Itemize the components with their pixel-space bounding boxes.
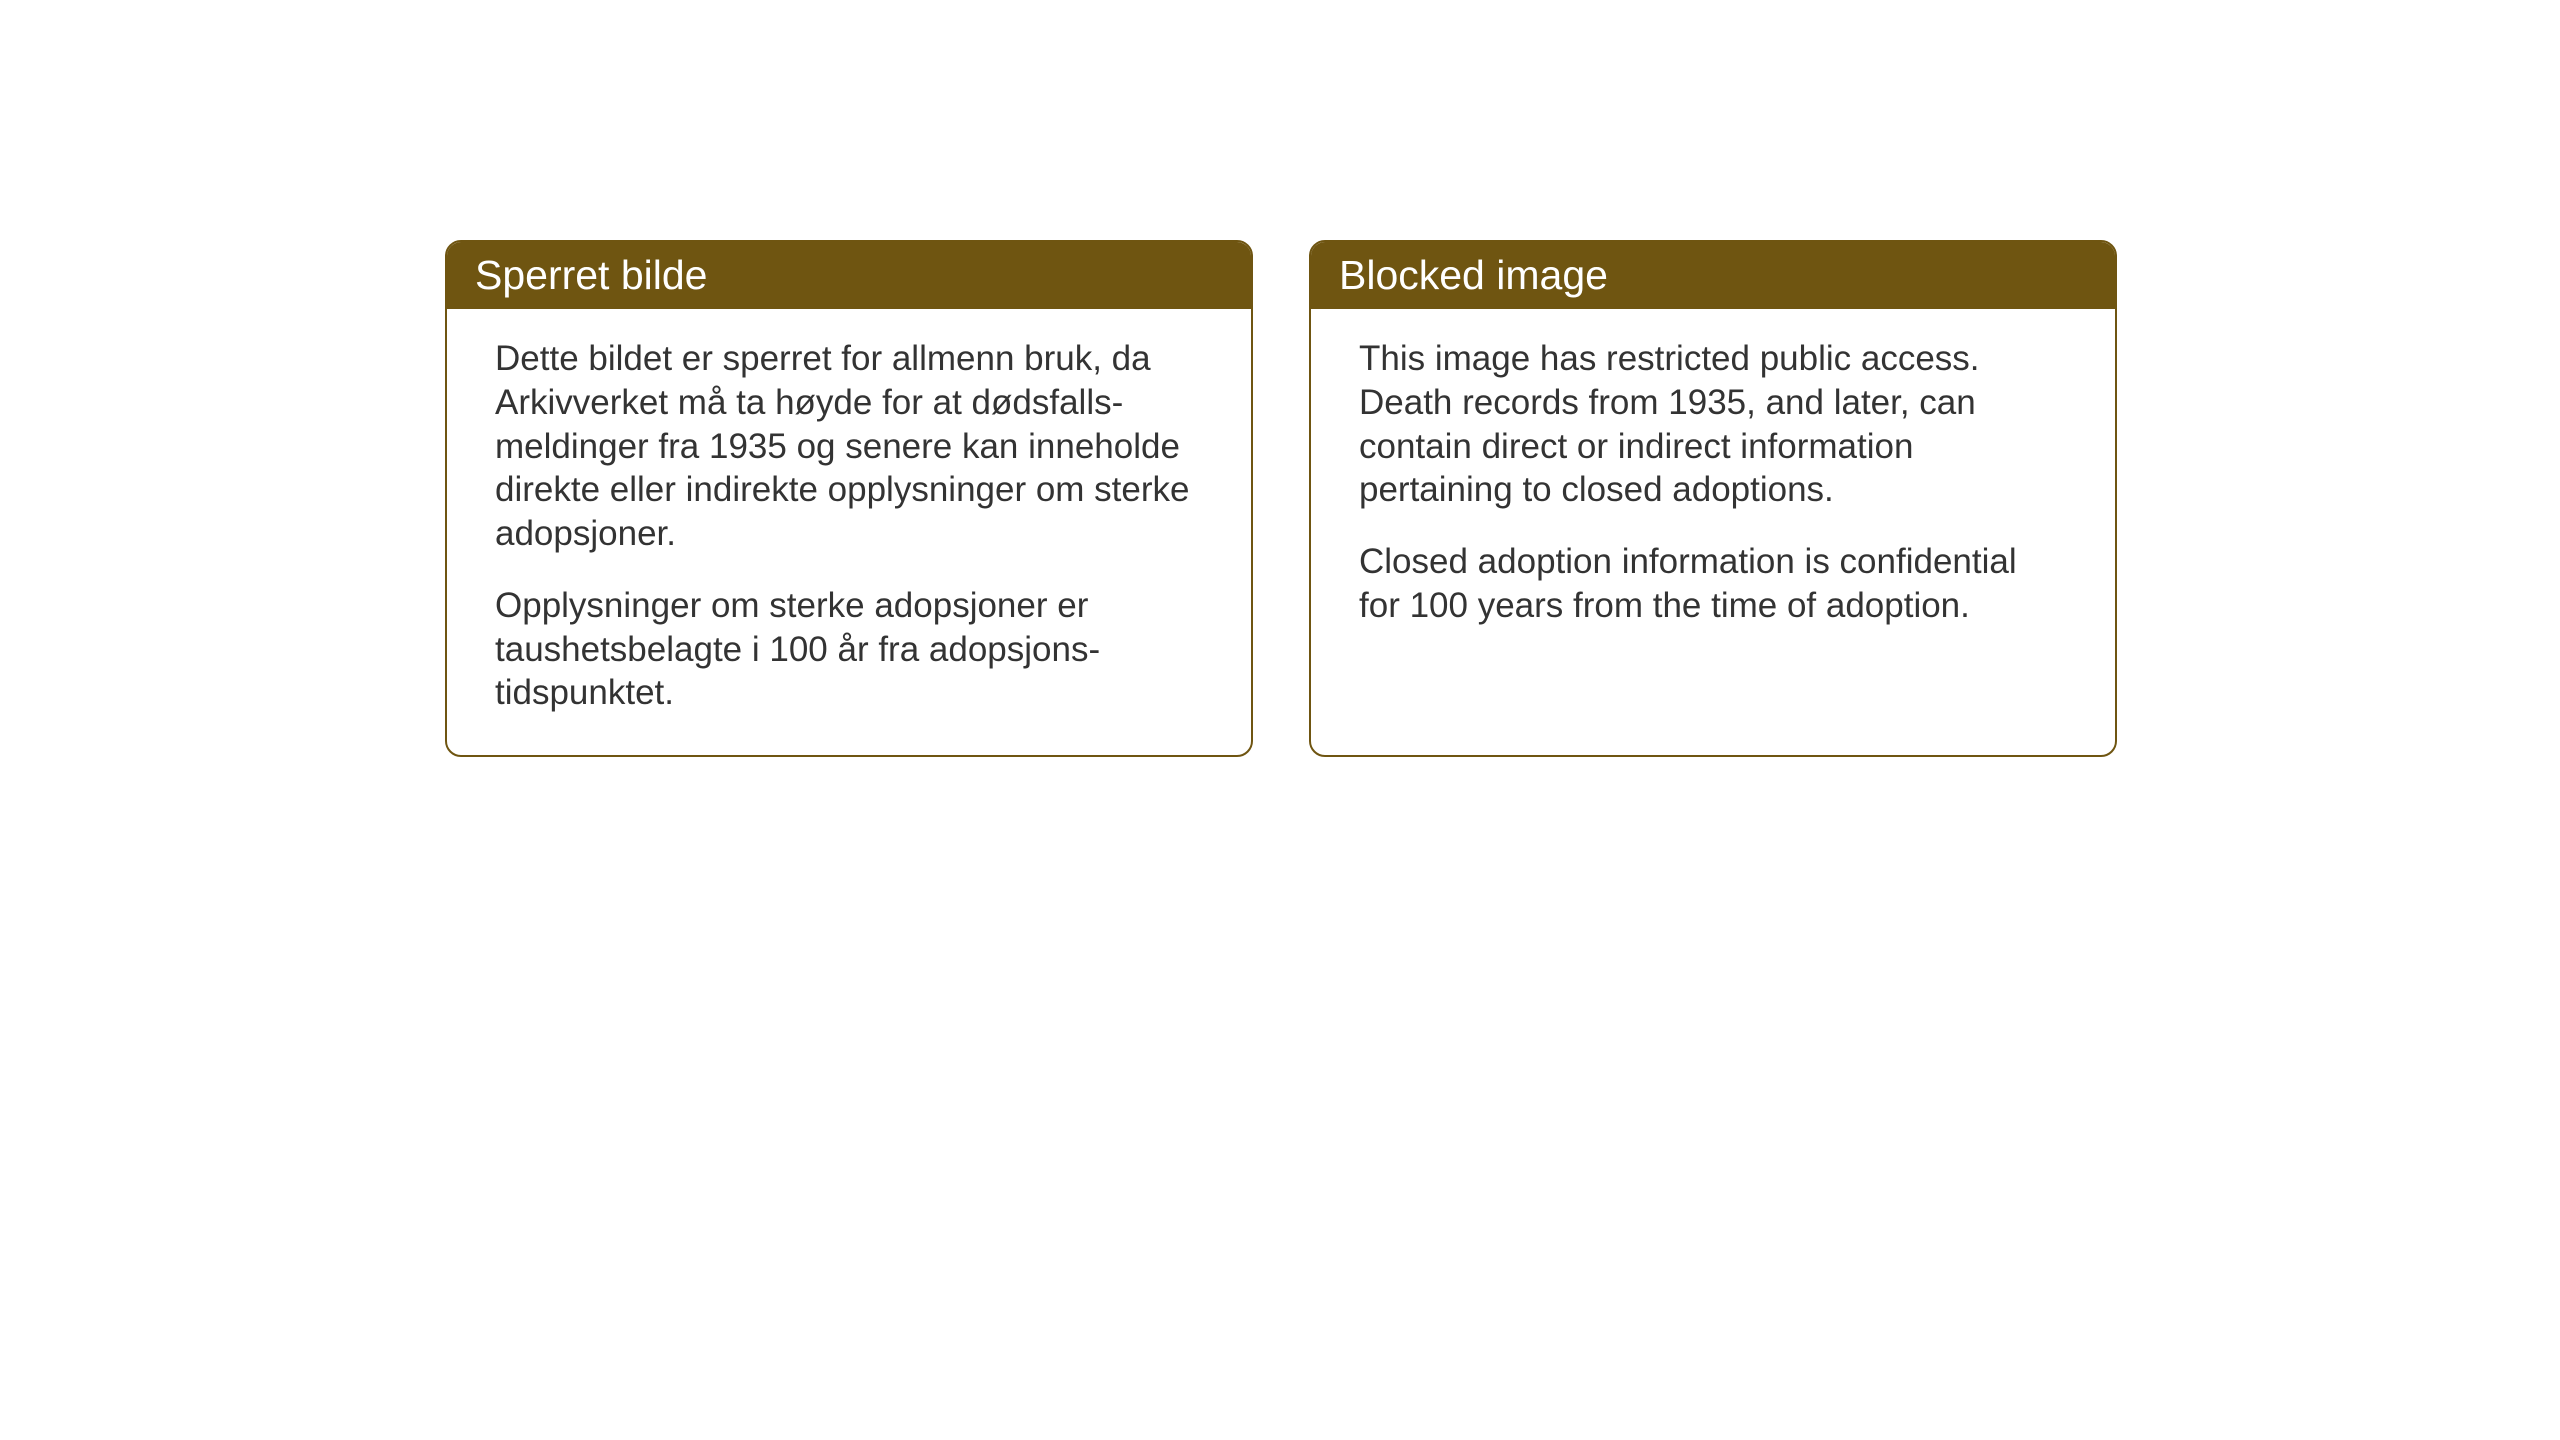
card-header-norwegian: Sperret bilde — [447, 242, 1251, 309]
notice-card-english: Blocked image This image has restricted … — [1309, 240, 2117, 757]
card-body-norwegian: Dette bildet er sperret for allmenn bruk… — [447, 309, 1251, 755]
card-title-english: Blocked image — [1339, 252, 1608, 298]
card-title-norwegian: Sperret bilde — [475, 252, 707, 298]
notice-card-norwegian: Sperret bilde Dette bildet er sperret fo… — [445, 240, 1253, 757]
paragraph-1-norwegian: Dette bildet er sperret for allmenn bruk… — [495, 337, 1203, 556]
paragraph-2-english: Closed adoption information is confident… — [1359, 540, 2067, 628]
paragraph-1-english: This image has restricted public access.… — [1359, 337, 2067, 512]
card-body-english: This image has restricted public access.… — [1311, 309, 2115, 668]
card-header-english: Blocked image — [1311, 242, 2115, 309]
notice-container: Sperret bilde Dette bildet er sperret fo… — [445, 240, 2117, 757]
paragraph-2-norwegian: Opplysninger om sterke adopsjoner er tau… — [495, 584, 1203, 715]
